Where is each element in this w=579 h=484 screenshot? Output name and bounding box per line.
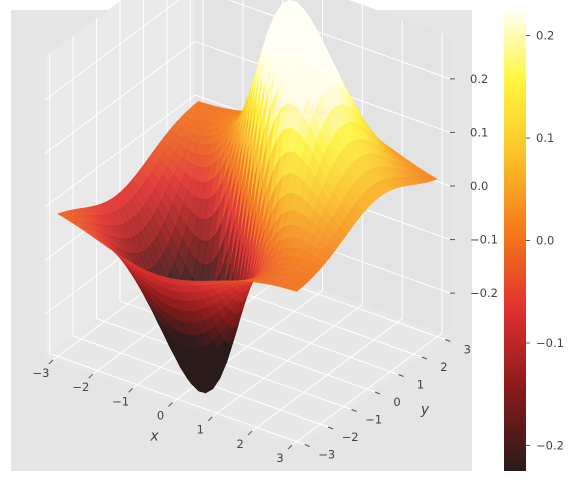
x-tick-mark xyxy=(88,373,94,379)
y-tick-mark xyxy=(327,426,334,430)
z-tick-label: 0.2 xyxy=(470,72,488,86)
y-tick-mark xyxy=(304,444,310,447)
x-tick-label: −2 xyxy=(72,380,89,394)
surface-mesh xyxy=(57,0,438,394)
surface-patch xyxy=(289,285,302,292)
y-tick-label: 3 xyxy=(464,343,471,357)
y-tick-label: 0 xyxy=(393,395,400,409)
axis-ticks: −3 −2 −1 0 1 2 3 −3 −2 −1 0 1 2 3 0.2 0.1 0.0 −0.1 −0.2 xyxy=(32,72,497,465)
y-tick-mark xyxy=(421,356,428,360)
colorbar-tick-label: 0.2 xyxy=(536,29,554,43)
grid-line-z-back xyxy=(227,0,451,80)
x-tick-label: 1 xyxy=(197,423,204,437)
x-tick-mark xyxy=(207,416,213,422)
colorbar-tick-label: −0.2 xyxy=(536,438,564,452)
y-tick-label: 2 xyxy=(440,360,447,374)
x-tick-label: −3 xyxy=(32,366,49,380)
y-tick-label: 1 xyxy=(417,378,424,392)
z-tick-label: −0.2 xyxy=(470,286,498,300)
y-tick-mark xyxy=(351,409,357,412)
grid-line-z-left xyxy=(44,0,180,101)
x-tick-mark xyxy=(247,430,253,436)
y-tick-label: −1 xyxy=(365,413,382,427)
z-tick-label: 0.1 xyxy=(470,125,488,139)
x-tick-mark xyxy=(128,387,134,393)
y-tick-mark xyxy=(445,339,451,342)
x-tick-mark xyxy=(168,402,173,407)
colorbar-tick-label: 0.1 xyxy=(536,131,554,145)
x-tick-label: 3 xyxy=(276,451,283,465)
axis-labels: xy xyxy=(149,402,430,445)
colorbar xyxy=(504,10,526,471)
y-tick-label: −2 xyxy=(342,430,359,444)
z-tick-label: 0.0 xyxy=(470,179,488,193)
x-axis-label: x xyxy=(149,429,159,445)
colorbar-tick-label: −0.1 xyxy=(536,336,564,350)
y-tick-label: −3 xyxy=(318,448,335,462)
y-tick-mark xyxy=(374,391,381,395)
y-axis-label: y xyxy=(420,402,430,418)
x-tick-label: 0 xyxy=(157,409,164,423)
colorbar-ticks: 0.2 0.1 0.0 −0.1 −0.2 xyxy=(526,29,564,452)
y-tick-mark xyxy=(398,374,404,377)
x-tick-mark xyxy=(48,359,54,365)
grid-line-z-left xyxy=(44,94,196,208)
x-tick-mark xyxy=(287,444,293,450)
x-tick-label: 2 xyxy=(237,437,244,451)
grid-line-y xyxy=(49,353,305,445)
grid-line-z-left xyxy=(44,41,196,154)
x-tick-label: −1 xyxy=(112,394,129,408)
z-tick-label: −0.1 xyxy=(470,233,498,247)
colorbar-tick-label: 0.0 xyxy=(536,234,554,248)
